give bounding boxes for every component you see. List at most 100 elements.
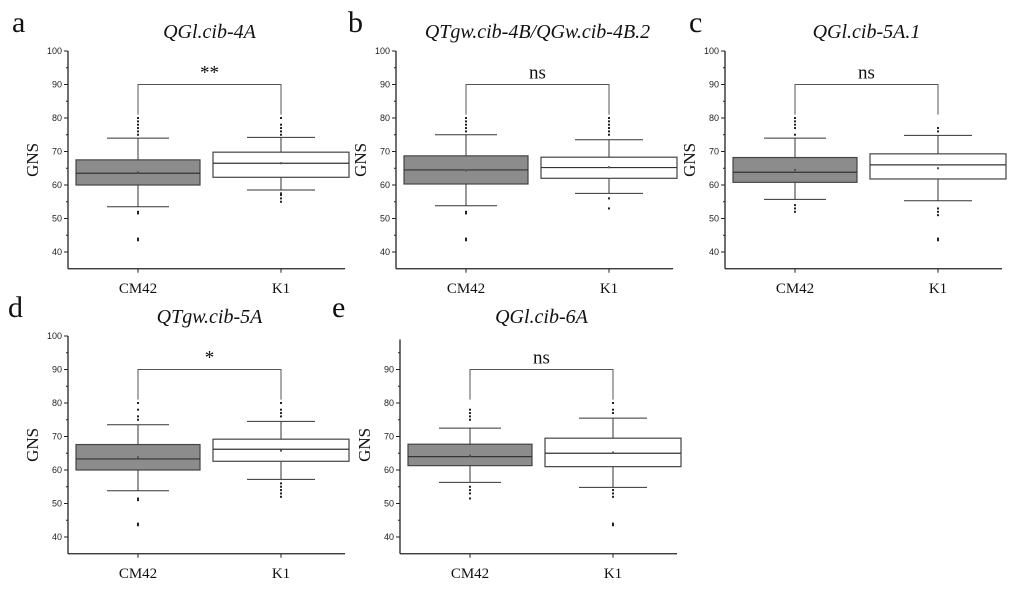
- box-K1: [212, 402, 350, 498]
- boxplot-panel-e: e QGl.cib-6A 40 50 60 70 80 90 GNS CM42 K1 ns: [332, 291, 682, 582]
- y-tick-label: 90: [709, 80, 719, 90]
- outlier-point: [794, 210, 796, 213]
- outlier-point: [137, 524, 139, 527]
- box-CM42: [75, 117, 201, 242]
- outlier-point: [612, 402, 614, 404]
- outlier-point: [612, 492, 614, 495]
- outlier-point: [137, 237, 139, 240]
- box-CM42: [403, 117, 529, 242]
- y-tick-label: 50: [52, 214, 62, 224]
- x-tick-label: CM42: [776, 281, 814, 297]
- x-tick-label: K1: [272, 281, 290, 297]
- y-tick-label: 50: [709, 214, 719, 224]
- y-tick-label: 50: [52, 499, 62, 509]
- outlier-point: [280, 482, 282, 485]
- significance-label: *: [205, 348, 215, 369]
- box-CM42: [407, 408, 533, 500]
- outlier-point: [612, 495, 614, 498]
- x-tick-label: CM42: [119, 566, 157, 582]
- mean-marker: [137, 456, 139, 459]
- panel-letter: e: [332, 291, 345, 324]
- outlier-point: [137, 499, 139, 502]
- outlier-point: [937, 130, 939, 133]
- outlier-point: [608, 130, 610, 133]
- y-tick-label: 80: [380, 113, 390, 123]
- outlier-point: [465, 123, 467, 126]
- x-tick-label: K1: [272, 566, 290, 582]
- outlier-point: [608, 127, 610, 130]
- x-tick-label: CM42: [447, 281, 485, 297]
- y-axis-label: GNS: [23, 143, 42, 177]
- boxplot-panel-a: a QGl.cib-4A 40 50 60 70 80 90 100 GNS CM42 K1 **: [12, 6, 350, 297]
- outlier-point: [280, 117, 282, 119]
- outlier-point: [612, 522, 614, 525]
- y-tick-label: 60: [380, 180, 390, 190]
- outlier-point: [280, 123, 282, 126]
- panel-letter: c: [689, 6, 702, 39]
- outlier-point: [280, 194, 282, 197]
- y-tick-label: 70: [384, 432, 394, 442]
- outlier-point: [465, 130, 467, 133]
- outlier-point: [937, 237, 939, 240]
- mean-marker: [608, 166, 610, 169]
- outlier-point: [612, 489, 614, 492]
- y-tick-label: 40: [384, 532, 394, 542]
- y-tick-label: 90: [52, 80, 62, 90]
- mean-marker: [469, 454, 471, 457]
- x-tick-label: K1: [604, 566, 622, 582]
- box-K1: [212, 117, 350, 203]
- y-tick-label: 70: [709, 147, 719, 157]
- significance-bracket: [469, 369, 614, 400]
- significance-bracket: [137, 369, 282, 400]
- mean-marker: [280, 162, 282, 165]
- outlier-point: [608, 120, 610, 123]
- box-CM42: [75, 402, 201, 527]
- box-iqr: [869, 153, 1007, 180]
- outlier-point: [612, 412, 614, 415]
- panel-title: QGl.cib-5A.1: [813, 21, 921, 43]
- y-tick-label: 100: [375, 46, 390, 56]
- outlier-point: [137, 127, 139, 130]
- outlier-point: [608, 207, 610, 210]
- x-tick-label: K1: [600, 281, 618, 297]
- y-tick-label: 40: [52, 247, 62, 257]
- box-CM42: [732, 117, 858, 213]
- y-tick-label: 90: [384, 365, 394, 375]
- outlier-point: [280, 130, 282, 133]
- outlier-point: [137, 497, 139, 500]
- y-tick-label: 100: [704, 46, 719, 56]
- outlier-point: [612, 524, 614, 527]
- outlier-point: [465, 237, 467, 240]
- outlier-point: [465, 117, 467, 119]
- y-tick-label: 80: [52, 398, 62, 408]
- outlier-point: [280, 133, 282, 136]
- outlier-point: [608, 123, 610, 126]
- significance-bracket: [794, 84, 939, 115]
- outlier-point: [137, 117, 139, 119]
- boxplot-panel-c: c QGl.cib-5A.1 40 50 60 70 80 90 100 GNS CM42 K1 ns: [680, 6, 1007, 297]
- outlier-point: [469, 418, 471, 421]
- outlier-point: [137, 212, 139, 215]
- outlier-point: [937, 127, 939, 130]
- outlier-point: [137, 210, 139, 213]
- panel-title: QTgw.cib-4B/QGw.cib-4B.2: [425, 21, 650, 43]
- outlier-point: [465, 127, 467, 130]
- x-tick-label: CM42: [119, 281, 157, 297]
- outlier-point: [137, 408, 139, 411]
- y-axis-label: GNS: [23, 428, 42, 462]
- y-tick-label: 40: [52, 532, 62, 542]
- outlier-point: [280, 492, 282, 495]
- outlier-point: [469, 412, 471, 415]
- outlier-point: [137, 402, 139, 404]
- y-tick-label: 90: [380, 80, 390, 90]
- outlier-point: [794, 120, 796, 123]
- outlier-point: [469, 492, 471, 495]
- outlier-point: [137, 130, 139, 133]
- panel-letter: b: [348, 6, 363, 39]
- mean-marker: [137, 171, 139, 174]
- outlier-point: [608, 117, 610, 119]
- outlier-point: [280, 192, 282, 195]
- outlier-point: [137, 418, 139, 421]
- outlier-point: [280, 402, 282, 404]
- y-tick-label: 60: [52, 465, 62, 475]
